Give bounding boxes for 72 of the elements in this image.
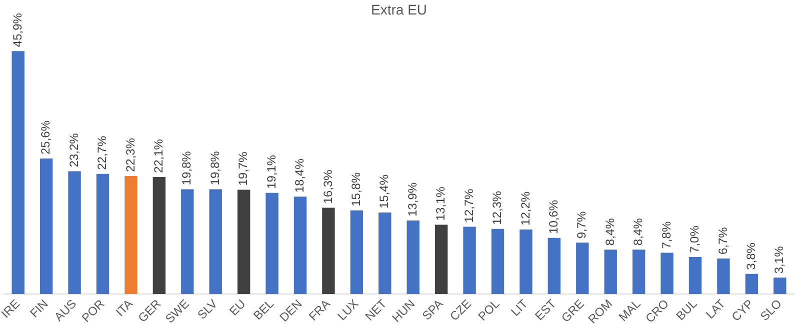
bar [266,192,278,294]
bar [717,258,730,294]
data-label: 12,2% [518,191,532,226]
x-tick-label: LIT [508,296,531,319]
bar [181,189,194,294]
x-tick-label: EU [226,296,248,318]
bar [378,212,392,294]
bar [406,220,420,294]
bar [688,256,702,294]
data-label: 25,6% [38,120,53,155]
data-label: 19,8% [180,150,194,186]
data-label: 13,9% [405,182,420,216]
bar [237,190,250,294]
x-tick-label: FRA [306,296,333,324]
chart-title: Extra EU [370,1,428,18]
data-label: 19,7% [236,151,250,186]
data-label: 22,7% [95,136,110,170]
bar [463,226,476,294]
x-tick-label: MAL [616,296,644,324]
data-label: 19,8% [208,150,222,186]
data-label: 18,4% [292,158,307,193]
x-tick-label: POL [475,296,502,324]
data-label: 16,3% [320,169,335,204]
bar [12,51,24,294]
x-tick-label: ITA [112,296,136,320]
bar [520,229,532,294]
data-label: 7,8% [659,221,674,249]
bar [745,274,758,294]
bar [604,250,617,294]
bar [152,177,166,294]
data-label: 19,1% [264,154,278,189]
data-label: 12,3% [490,190,504,225]
bar [350,210,364,294]
data-label: 45,9% [10,12,24,48]
x-tick-label: IRE [0,296,23,321]
bar [491,228,504,294]
bar [40,158,53,294]
data-label: 3,1% [772,246,786,274]
data-label: 3,8% [744,242,758,270]
x-tick-label: BEL [250,296,277,323]
x-tick-label: FIN [27,296,51,320]
data-label: 13,1% [434,186,448,221]
x-tick-label: SPA [420,296,446,323]
data-label: 8,4% [631,218,646,246]
x-tick-label: SLV [194,296,220,322]
x-tick-label: BUL [673,296,700,324]
bar [548,238,561,294]
bar [68,171,81,294]
bar [124,176,138,294]
bar [632,250,646,294]
data-label: 22,3% [123,138,138,172]
bar [294,196,307,294]
x-tick-label: CYP [728,296,756,324]
bar [322,208,335,294]
bar [660,252,674,294]
data-label: 8,4% [602,218,617,246]
bar [434,224,448,294]
bar [209,189,222,294]
bar [576,242,589,294]
x-tick-label: LAT [703,296,728,322]
data-label: 22,1% [151,138,166,174]
bar [774,278,786,294]
data-label: 7,0% [688,225,702,253]
data-label: 12,7% [462,188,476,223]
bar [96,174,110,294]
data-label: 9,7% [574,211,589,239]
data-label: 23,2% [66,132,81,168]
x-tick-label: SLO [757,296,784,324]
data-label: 15,4% [377,174,392,209]
data-label: 15,8% [348,172,363,206]
data-label: 10,6% [546,200,560,234]
data-label: 6,7% [716,226,730,255]
